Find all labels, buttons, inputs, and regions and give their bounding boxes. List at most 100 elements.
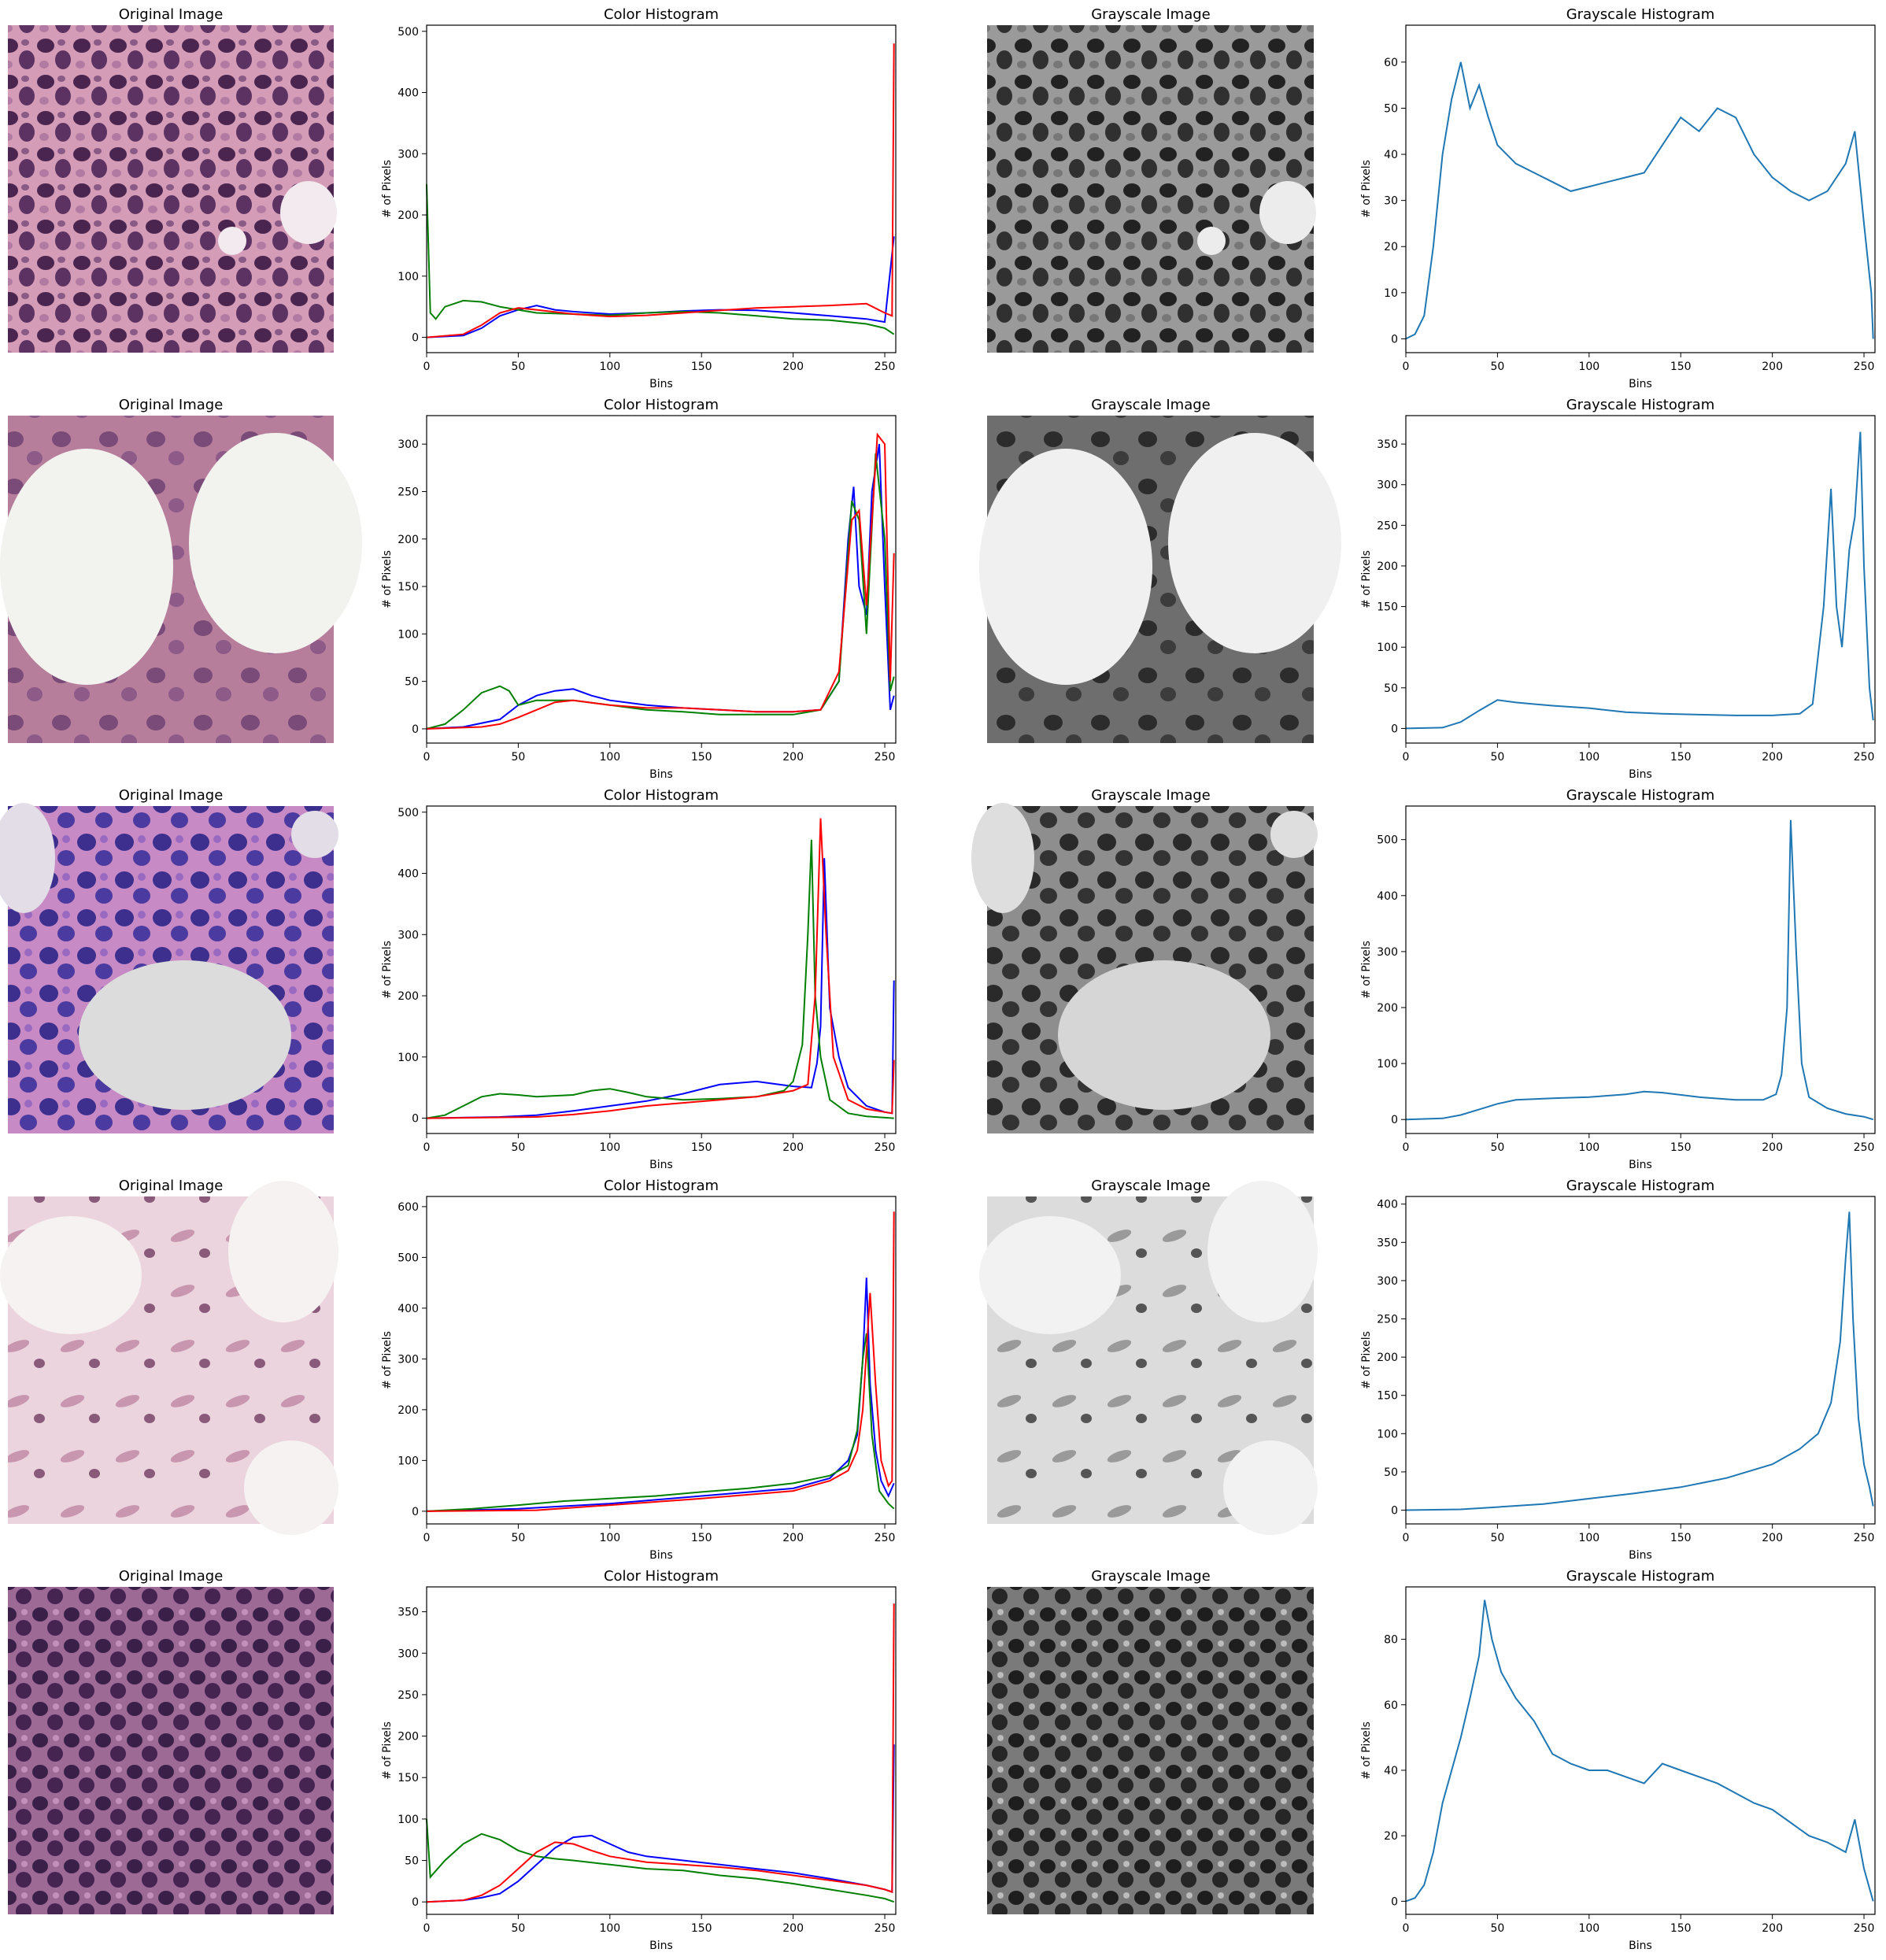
y-axis-label: # of Pixels (381, 160, 394, 218)
y-tick-label: 200 (398, 1731, 419, 1744)
x-tick-label: 0 (423, 1141, 431, 1154)
y-axis-label: # of Pixels (1360, 1721, 1373, 1780)
y-tick-label: 350 (1377, 1237, 1398, 1249)
y-tick-label: 150 (398, 581, 419, 594)
y-tick-label: 20 (1384, 1830, 1398, 1843)
x-tick-label: 100 (1578, 1922, 1599, 1935)
grayscale-histogram-axes: 0 50 100 150 200 250 0 20 40 60 80 Bins # of Pixels (1360, 1586, 1876, 1952)
x-tick-label: 250 (875, 1532, 896, 1544)
grayscale-histogram-title: Grayscale Histogram (1566, 1178, 1715, 1194)
original-image-title: Original Image (119, 787, 224, 804)
color-histogram-title: Color Histogram (604, 1568, 719, 1585)
x-tick-label: 100 (1578, 1141, 1599, 1154)
y-tick-label: 100 (398, 271, 419, 283)
x-tick-label: 0 (1403, 361, 1410, 373)
y-tick-label: 0 (1391, 1895, 1398, 1908)
series-line-gray_line (1405, 61, 1874, 340)
x-tick-label: 150 (1670, 1922, 1692, 1935)
axes-frame (1405, 805, 1876, 1134)
y-tick-label: 200 (1377, 560, 1398, 573)
grayscale-histogram-axes: 0 50 100 150 200 250 0 50 100 150 200 250 300 350 400 B… (1360, 1196, 1876, 1562)
x-tick-label: 150 (1670, 751, 1692, 764)
y-tick-label: 100 (398, 1052, 419, 1064)
x-tick-label: 200 (1762, 1141, 1783, 1154)
y-tick-label: 10 (1384, 287, 1398, 300)
grayscale-image (979, 416, 1341, 743)
x-tick-label: 150 (691, 1922, 712, 1935)
y-tick-label: 50 (405, 1855, 419, 1868)
x-tick-label: 100 (599, 361, 620, 373)
y-tick-label: 200 (398, 209, 419, 222)
x-tick-label: 100 (1578, 1532, 1599, 1544)
y-axis-label: # of Pixels (1360, 941, 1373, 999)
y-tick-label: 150 (1377, 1390, 1398, 1403)
color-histogram-axes: 0 50 100 150 200 250 0 50 100 150 200 250 300 Bins # o… (381, 415, 897, 781)
original-image (8, 25, 337, 353)
series-line-red (426, 818, 895, 1119)
series-line-blue (426, 236, 895, 338)
x-tick-label: 0 (1403, 1141, 1410, 1154)
grayscale-histogram-title: Grayscale Histogram (1566, 787, 1715, 804)
y-tick-label: 250 (1377, 1314, 1398, 1326)
y-tick-label: 200 (398, 534, 419, 546)
y-tick-label: 300 (398, 148, 419, 161)
x-tick-label: 200 (782, 1922, 804, 1935)
series-line-gray_line (1405, 819, 1873, 1121)
grayscale-histogram-title: Grayscale Histogram (1566, 1568, 1715, 1585)
x-tick-label: 200 (1762, 1922, 1783, 1935)
original-image (0, 1181, 338, 1535)
x-tick-label: 250 (1854, 1922, 1875, 1935)
grayscale-image-title: Grayscale Image (1091, 1178, 1211, 1194)
y-axis-label: # of Pixels (381, 1721, 394, 1780)
series-line-blue (426, 858, 895, 1119)
y-tick-label: 0 (412, 1506, 419, 1518)
series-line-blue (426, 444, 895, 730)
y-tick-label: 100 (1377, 1058, 1398, 1071)
y-tick-label: 0 (1391, 1505, 1398, 1518)
series-line-green (426, 839, 894, 1119)
y-tick-label: 0 (1391, 1114, 1398, 1126)
y-tick-label: 100 (398, 1814, 419, 1826)
axes-frame (1405, 415, 1876, 744)
axes-frame (426, 1196, 897, 1525)
y-tick-label: 40 (1384, 149, 1398, 161)
x-tick-label: 50 (1490, 1922, 1504, 1935)
series-line-gray_line (1405, 1599, 1874, 1903)
y-tick-label: 80 (1384, 1634, 1398, 1647)
x-tick-label: 200 (782, 1141, 804, 1154)
x-tick-label: 250 (875, 751, 896, 764)
y-tick-label: 300 (1377, 946, 1398, 959)
axes-frame (1405, 1196, 1876, 1525)
y-tick-label: 300 (1377, 1275, 1398, 1288)
x-tick-label: 200 (782, 1532, 804, 1544)
x-tick-label: 50 (1490, 1141, 1504, 1154)
y-tick-label: 50 (1384, 682, 1398, 695)
y-tick-label: 300 (1377, 479, 1398, 492)
axes-frame (1405, 24, 1876, 353)
axes-frame (426, 415, 897, 744)
series-line-green (426, 453, 895, 730)
y-tick-label: 0 (412, 332, 419, 345)
x-axis-label: Bins (649, 1940, 673, 1952)
y-tick-label: 300 (398, 929, 419, 941)
y-tick-label: 500 (398, 26, 419, 39)
y-axis-label: # of Pixels (1360, 1331, 1373, 1389)
color-histogram-axes: 0 50 100 150 200 250 0 100 200 300 400 500 Bins # of … (381, 805, 897, 1171)
original-image (0, 416, 362, 743)
original-image (8, 1587, 334, 1914)
y-tick-label: 200 (1377, 1352, 1398, 1364)
y-tick-label: 500 (398, 1252, 419, 1264)
y-tick-label: 100 (398, 628, 419, 641)
x-axis-label: Bins (649, 1159, 673, 1171)
series-line-red (426, 432, 895, 730)
y-tick-label: 0 (1391, 333, 1398, 346)
grayscale-histogram-axes: 0 50 100 150 200 250 0 100 200 300 400 500 Bins # of … (1360, 805, 1876, 1171)
x-tick-label: 200 (1762, 751, 1783, 764)
x-tick-label: 100 (1578, 361, 1599, 373)
x-tick-label: 100 (599, 751, 620, 764)
original-image-title: Original Image (119, 6, 224, 23)
y-tick-label: 150 (398, 1772, 419, 1784)
y-tick-label: 250 (398, 1689, 419, 1702)
x-tick-label: 150 (1670, 361, 1692, 373)
x-axis-label: Bins (649, 378, 673, 390)
